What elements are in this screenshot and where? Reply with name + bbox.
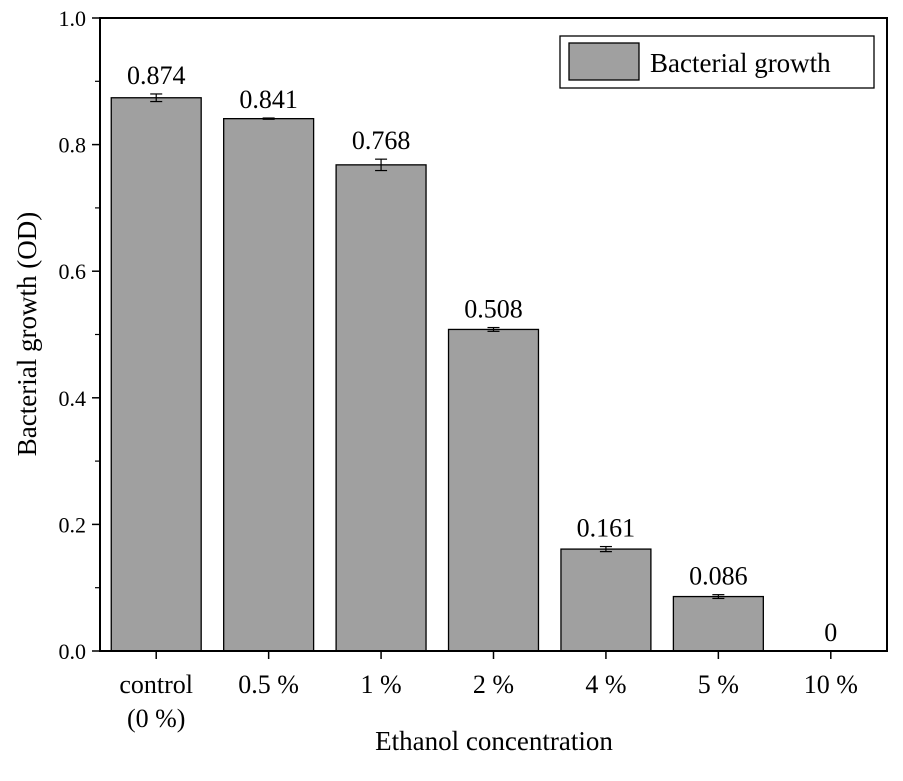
y-axis-title: Bacterial growth (OD) (12, 212, 42, 456)
y-tick-label: 0.8 (59, 133, 87, 158)
y-tick-label: 1.0 (59, 6, 87, 31)
data-label: 0.841 (239, 85, 298, 114)
bar (560, 548, 652, 652)
y-tick-label: 0.0 (59, 639, 87, 664)
legend-swatch (568, 42, 640, 81)
y-axis-ticks: 0.0 0.2 0.4 0.6 0.8 1.0 (59, 6, 100, 664)
data-label: 0.874 (127, 61, 186, 90)
data-label: 0.508 (464, 295, 523, 324)
bar (335, 164, 427, 652)
x-tick-label: 4 % (585, 670, 626, 699)
x-tick-label: 0.5 % (238, 670, 299, 699)
bar (223, 117, 315, 652)
y-tick-label: 0.2 (59, 512, 87, 537)
legend-label: Bacterial growth (650, 48, 831, 78)
data-label: 0.086 (689, 562, 748, 591)
y-tick-label: 0.4 (59, 386, 87, 411)
bars (110, 97, 764, 652)
data-label: 0.161 (577, 514, 636, 543)
error-bars (150, 93, 725, 600)
x-tick-label: control (0 %) (119, 670, 193, 733)
x-tick-label: 10 % (804, 670, 858, 699)
bar (672, 595, 764, 652)
x-tick-label: 5 % (698, 670, 739, 699)
bar (110, 97, 202, 652)
data-label: 0.768 (352, 126, 411, 155)
bar (447, 328, 540, 652)
x-axis-ticks: control (0 %) 0.5 % 1 % 2 % 4 % 5 % 10 % (119, 651, 858, 733)
legend: Bacterial growth (559, 35, 875, 89)
x-tick-label: 1 % (360, 670, 401, 699)
y-tick-label: 0.6 (59, 259, 87, 284)
data-labels: 0.874 0.841 0.768 0.508 0.161 0.086 0 (127, 61, 837, 647)
data-label: 0 (824, 618, 837, 647)
x-tick-label: 2 % (473, 670, 514, 699)
x-axis-title: Ethanol concentration (375, 726, 613, 756)
